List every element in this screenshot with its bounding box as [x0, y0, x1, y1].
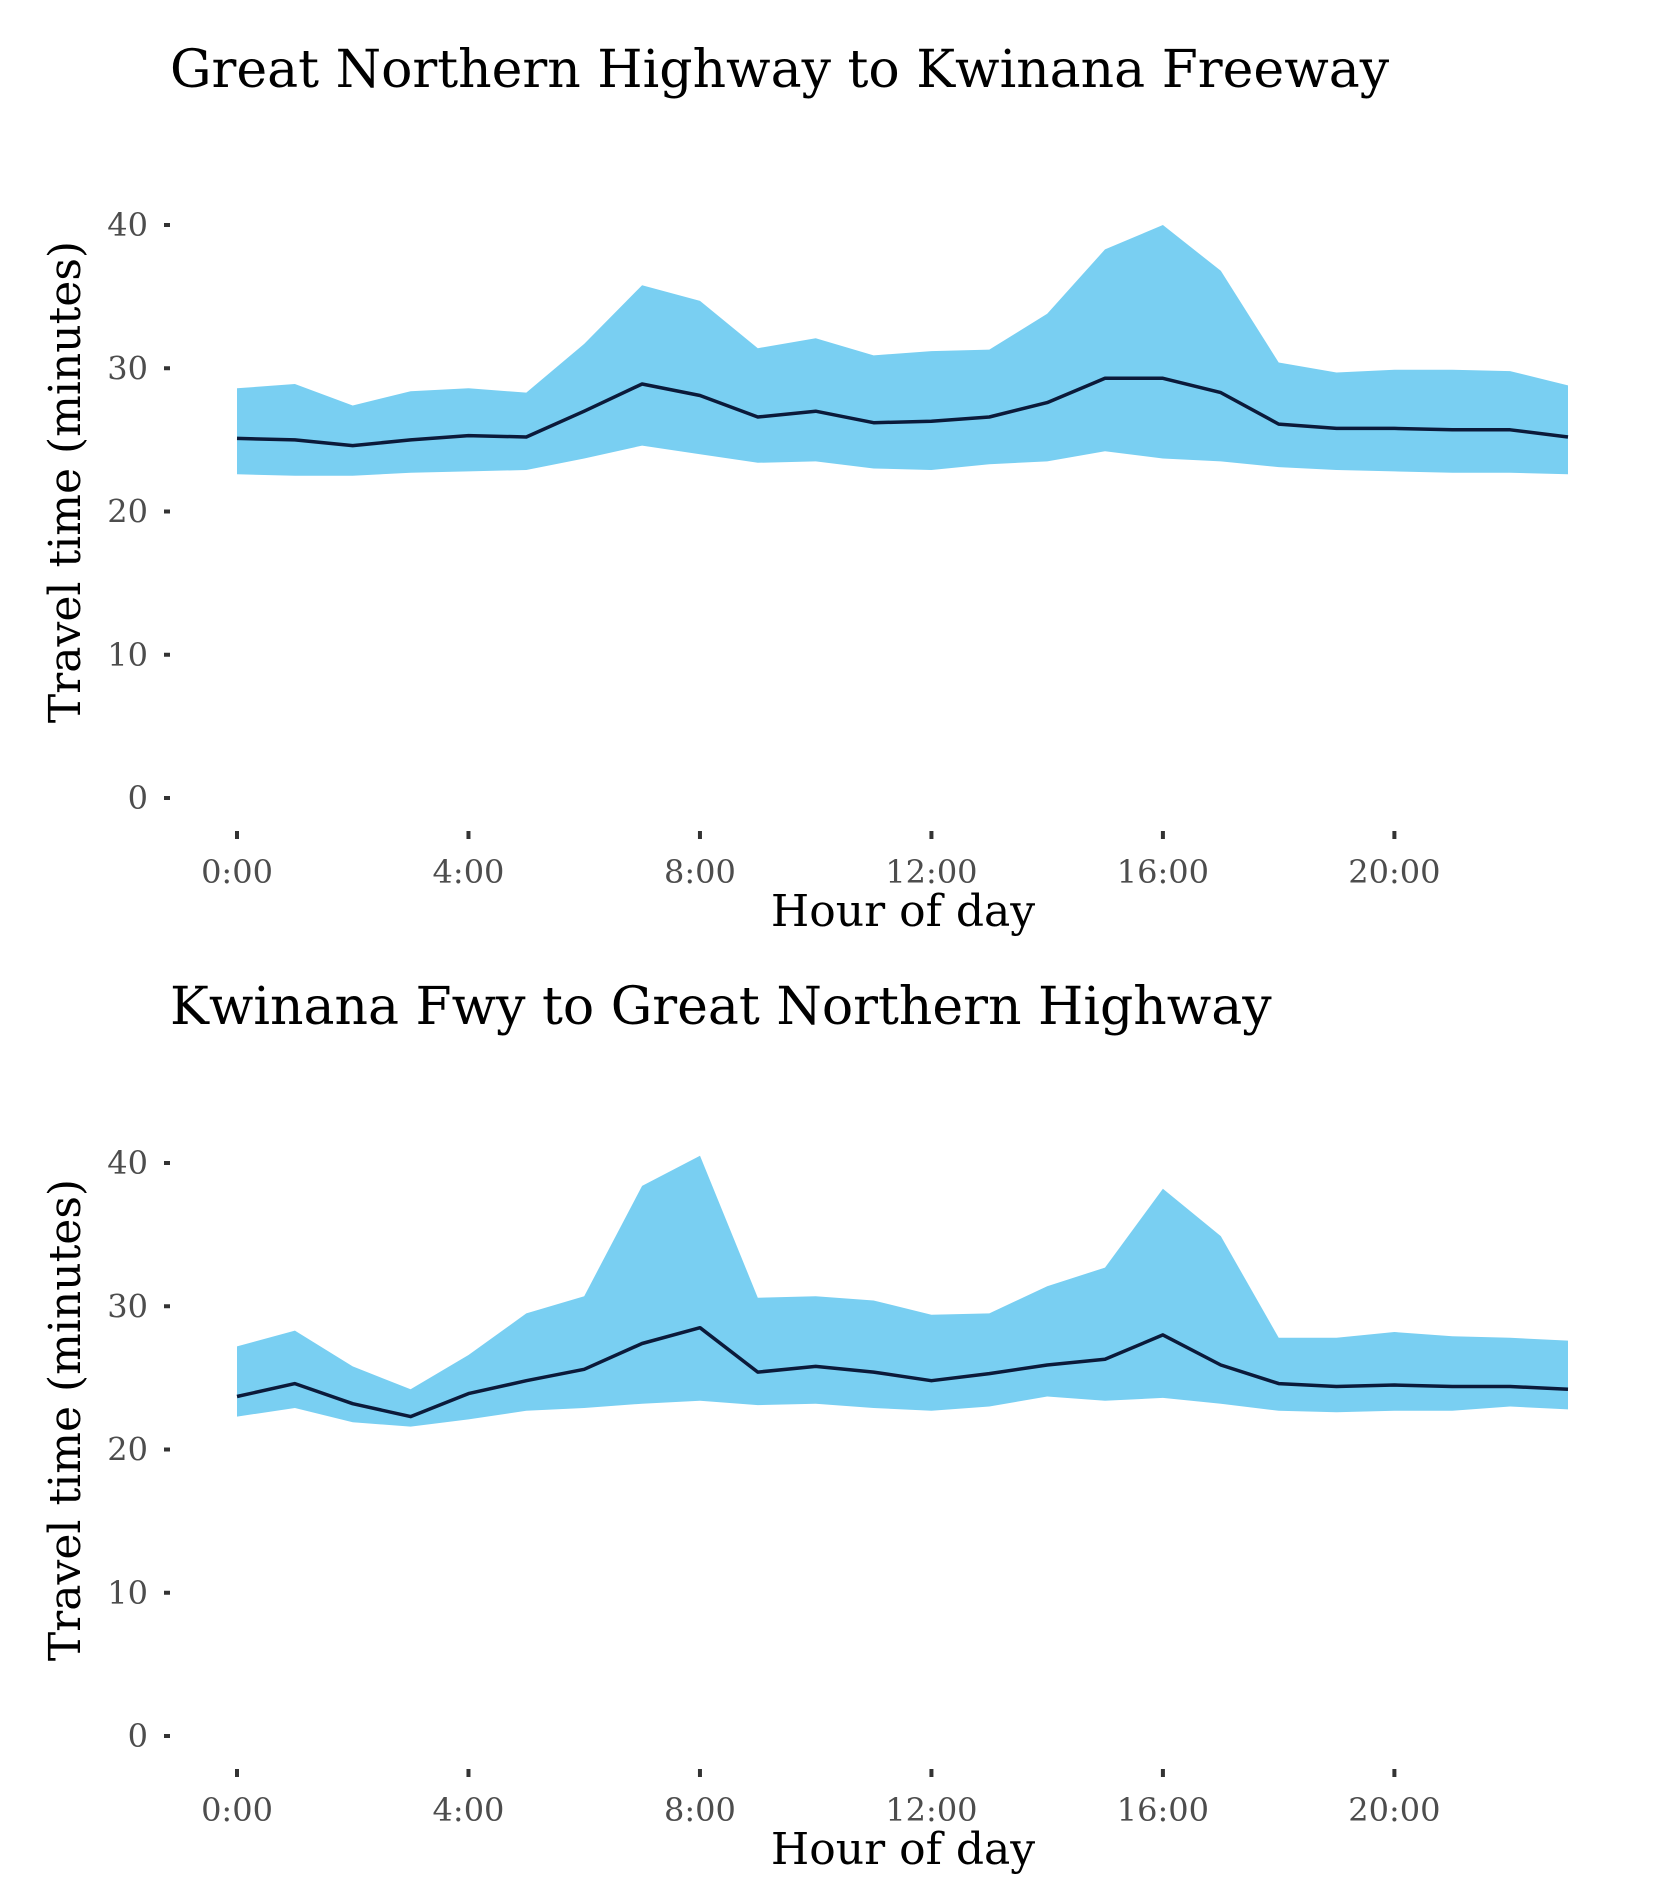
plot-area-1: 0 10 20 30 40 0:00 4:00 8:00 12:00 16:00 20:00 [107, 206, 1569, 891]
x-axis-title-1: Hour of day [771, 886, 1035, 937]
x-tick-label: 4:00 [433, 1791, 505, 1829]
x-tick-label: 20:00 [1348, 1791, 1440, 1829]
y-tick-label: 30 [107, 349, 148, 387]
x-tick-label: 8:00 [664, 1791, 736, 1829]
chart-title-1: Great Northern Highway to Kwinana Freewa… [170, 40, 1390, 100]
x-tick-label: 12:00 [885, 853, 977, 891]
x-tick-label: 4:00 [433, 853, 505, 891]
y-tick-label: 30 [107, 1287, 148, 1325]
x-tick-label: 16:00 [1117, 853, 1209, 891]
median-line [236, 376, 1569, 448]
y-tick-label: 0 [128, 1717, 148, 1755]
x-tick-label: 8:00 [664, 853, 736, 891]
median-line [236, 1325, 1569, 1419]
x-tick-label: 20:00 [1348, 853, 1440, 891]
y-axis-title-1: Travel time (minutes) [40, 241, 91, 723]
y-tick-label: 20 [107, 493, 148, 531]
x-tick-label: 0:00 [201, 853, 273, 891]
y-tick-label: 10 [107, 1574, 148, 1612]
y-tick-label: 20 [107, 1431, 148, 1469]
chart-title-2: Kwinana Fwy to Great Northern Highway [170, 977, 1272, 1037]
x-axis-title-2: Hour of day [771, 1824, 1035, 1875]
chart-panel-1: Great Northern Highway to Kwinana Freewa… [40, 40, 1569, 937]
y-tick-label: 10 [107, 636, 148, 674]
y-tick-label: 40 [107, 206, 148, 244]
range-band [237, 1155, 1568, 1427]
y-tick-label: 0 [128, 779, 148, 817]
chart-panel-2: Kwinana Fwy to Great Northern Highway 0 1… [40, 977, 1569, 1875]
x-tick-label: 0:00 [201, 1791, 273, 1829]
plot-area-2: 0 10 20 30 40 0:00 4:00 8:00 12:00 16:00 20:00 [107, 1144, 1569, 1829]
x-tick-label: 16:00 [1117, 1791, 1209, 1829]
range-band [237, 225, 1568, 476]
y-axis-title-2: Travel time (minutes) [40, 1179, 91, 1661]
x-tick-label: 12:00 [885, 1791, 977, 1829]
y-tick-label: 40 [107, 1144, 148, 1182]
